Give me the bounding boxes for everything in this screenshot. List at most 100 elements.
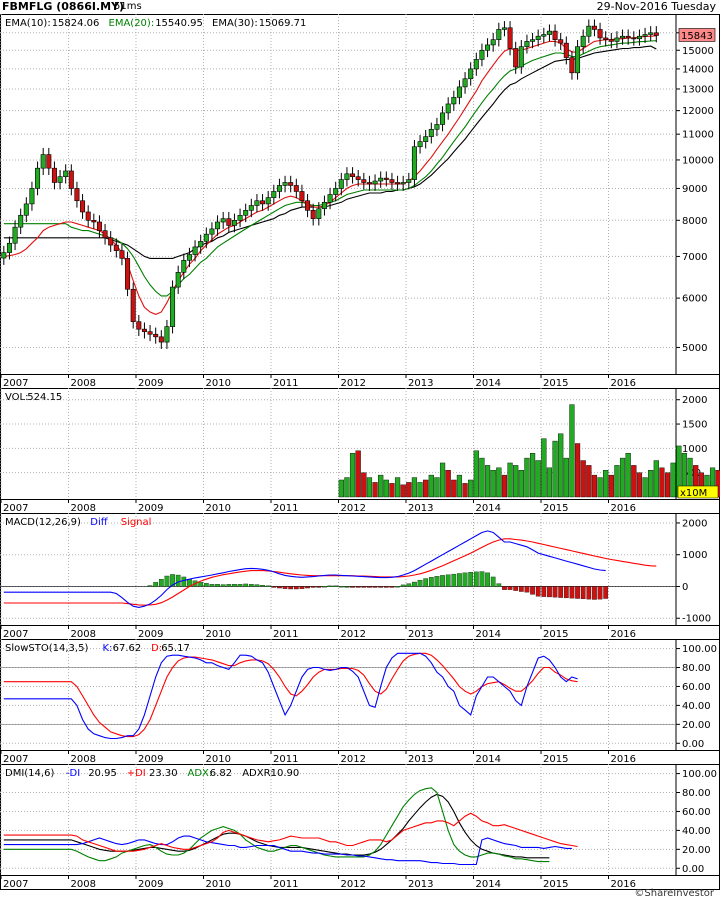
y-tick-label: 40.00 <box>682 701 711 712</box>
candle <box>12 220 18 251</box>
candle-body <box>451 97 457 105</box>
macd-histogram-bar <box>389 586 395 588</box>
y-tick-label: 2000 <box>682 518 707 529</box>
candle <box>1 245 7 265</box>
macd-histogram-bar <box>428 577 434 587</box>
minus-di-line <box>3 835 572 866</box>
legend-label: SlowSTO(14,3,5) <box>5 643 88 654</box>
candle <box>344 167 350 187</box>
candle <box>473 52 479 76</box>
macd-histogram-bar <box>271 586 277 588</box>
candle-body <box>46 154 52 169</box>
candle <box>434 117 440 137</box>
macd-histogram-bar <box>513 586 519 591</box>
volume-bar <box>653 460 659 498</box>
volume-bar <box>586 465 592 498</box>
candle-body <box>74 188 80 202</box>
year-label: 2011 <box>273 503 298 514</box>
macd-histogram-bar <box>338 586 344 588</box>
candle <box>91 213 97 229</box>
unit-badge <box>677 485 719 499</box>
macd-histogram-bar <box>265 585 271 587</box>
year-label: 2010 <box>206 629 231 640</box>
volume-bar <box>552 440 558 498</box>
candle-body <box>271 191 277 198</box>
volume-bar <box>456 474 463 498</box>
candle-body <box>558 39 564 44</box>
candle-body <box>597 29 603 39</box>
candle <box>96 215 102 238</box>
candle-body <box>507 27 513 49</box>
candle-body <box>361 179 367 183</box>
candle <box>237 208 243 228</box>
candle-body <box>434 124 440 130</box>
candle-body <box>530 39 536 42</box>
candle-body <box>338 179 344 189</box>
candle-body <box>653 32 659 36</box>
macd-histogram-bar <box>490 576 496 587</box>
y-tick-label: 1000 <box>682 550 707 561</box>
macd-histogram-bar <box>507 586 513 590</box>
candle-body <box>231 220 237 226</box>
candle <box>558 32 564 50</box>
volume-bar <box>361 472 367 498</box>
volume-bar <box>625 453 631 498</box>
candle <box>485 38 491 58</box>
candle <box>192 240 198 262</box>
year-label: 2013 <box>408 629 433 640</box>
macd-histogram-bar <box>277 586 282 589</box>
volume-bar <box>518 470 524 498</box>
volume-bar <box>535 460 541 498</box>
candle <box>507 21 513 56</box>
volume-bar <box>434 477 440 498</box>
candle <box>350 167 356 184</box>
year-label: 2013 <box>408 378 433 389</box>
candle <box>85 205 91 228</box>
volume-bar <box>349 453 356 498</box>
legend-label: EMA(20): <box>109 18 155 29</box>
macd-histogram-bar <box>417 579 423 587</box>
candle-body <box>366 182 372 185</box>
macd-histogram-bar <box>496 583 502 587</box>
candle-body <box>546 30 552 35</box>
volume-bar <box>670 462 676 498</box>
candle-body <box>524 41 530 47</box>
volume-bar <box>513 465 519 498</box>
candle-body <box>181 260 187 273</box>
candle <box>130 282 136 329</box>
legend-value: 10.90 <box>271 768 300 779</box>
legend-value: 20.95 <box>88 768 117 779</box>
year-label: 2016 <box>611 754 636 765</box>
year-label: 2016 <box>611 879 636 890</box>
candle-body <box>57 176 63 183</box>
macd-histogram-bar <box>355 586 361 588</box>
y-tick-label: 13000 <box>682 84 714 95</box>
volume-bar <box>394 477 401 498</box>
candle-body <box>378 177 384 182</box>
candle <box>203 227 209 249</box>
candle <box>113 238 119 258</box>
macd-histogram-bar <box>170 574 175 587</box>
legend-label: Diff <box>90 517 108 528</box>
y-tick-label: 40.00 <box>682 826 711 837</box>
candle-body <box>237 214 243 221</box>
candle-body <box>569 57 575 74</box>
year-label: 2011 <box>273 378 298 389</box>
candle <box>316 202 322 226</box>
candle-body <box>113 244 119 251</box>
candle-body <box>248 205 254 211</box>
candle-body <box>575 46 581 74</box>
candle <box>625 29 631 45</box>
year-label: 2012 <box>341 754 366 765</box>
volume-bar <box>417 482 423 498</box>
year-label: 2014 <box>476 378 501 389</box>
candle <box>248 198 254 218</box>
candle-body <box>1 252 7 259</box>
year-label: 2007 <box>3 879 28 890</box>
volume-bar <box>462 483 468 498</box>
legend-value: 15069.71 <box>259 18 307 29</box>
macd-histogram-bar <box>322 586 327 588</box>
candle <box>6 236 12 260</box>
candle-body <box>158 336 164 343</box>
volume-bar <box>580 460 586 498</box>
